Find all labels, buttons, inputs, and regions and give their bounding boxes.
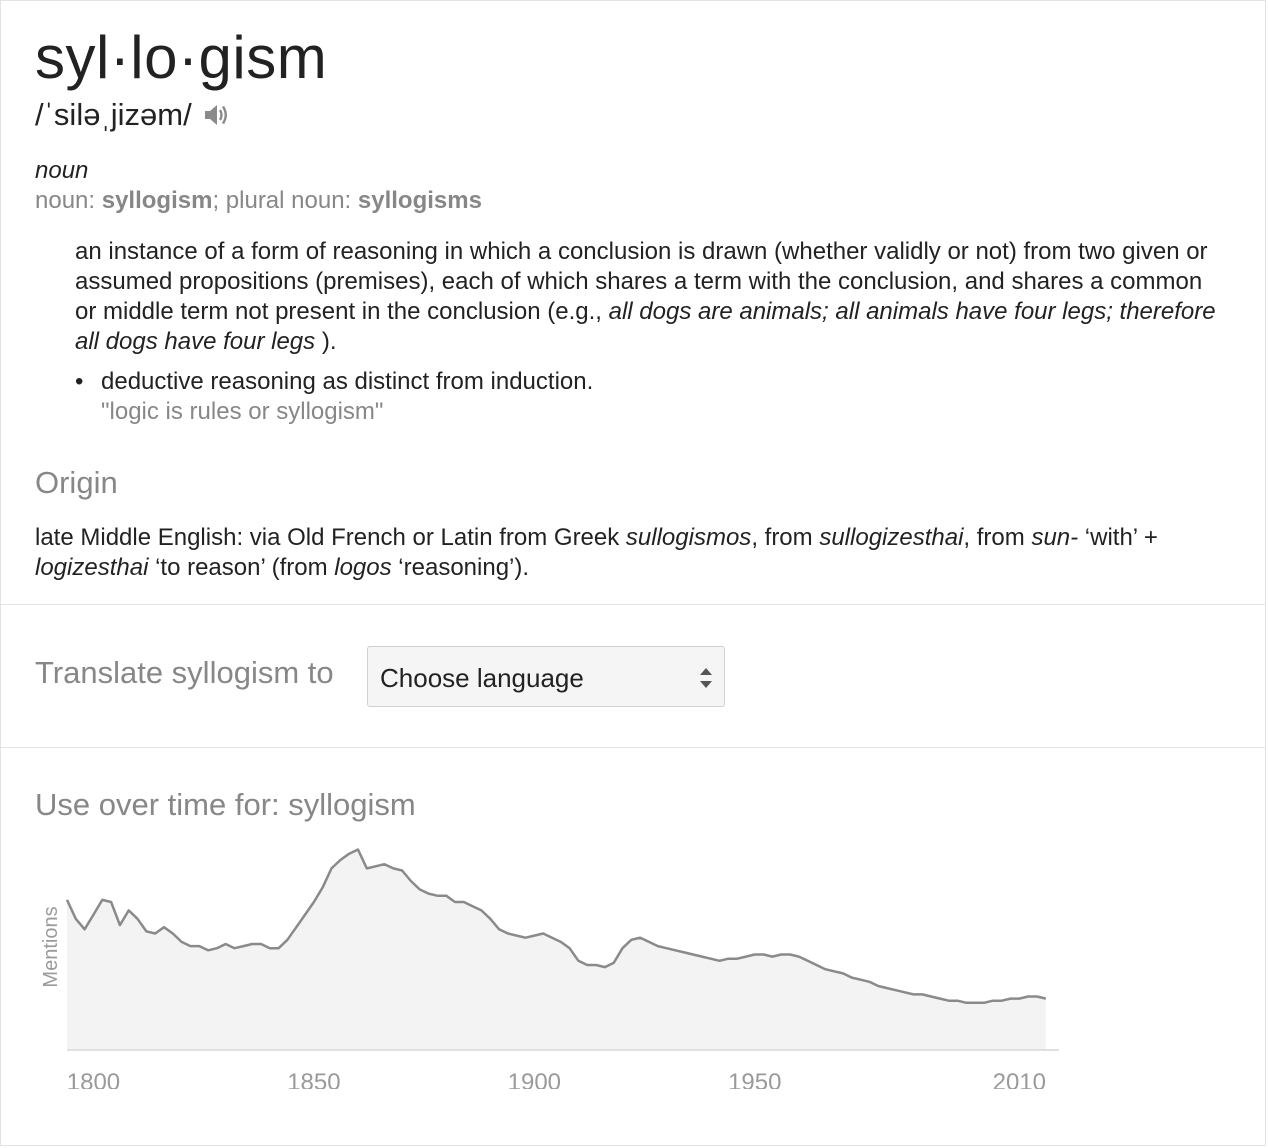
x-tick-label: 1900 [508,1069,561,1089]
x-tick-label: 2010 [993,1069,1046,1089]
usage-example: "logic is rules or syllogism" [101,398,384,425]
origin-part: , from [963,524,1032,551]
x-tick-label: 1850 [287,1069,340,1089]
translate-label: Translate syllogism to [35,655,334,690]
origin-part: ‘to reason’ (from [148,554,335,581]
usage-title: Use over time for: syllogism [35,787,416,822]
speaker-icon[interactable] [202,100,232,130]
plural-form: syllogisms [357,187,482,214]
y-axis-label: Mentions [40,906,62,987]
origin-heading: Origin [35,465,118,500]
phonetic-spelling: /ˈsiləˌjizəm/ [35,97,192,132]
definition-close: ). [315,328,337,355]
origin-word: logizesthai [35,554,149,581]
noun-form: syllogism [101,187,213,214]
origin-word: sullogizesthai [819,524,964,551]
origin-part: , from [751,524,820,551]
word-forms: noun: syllogism; plural noun: syllogisms [35,187,482,215]
pronunciation-row: /ˈsiləˌjizəm/ [35,97,232,133]
usage-chart: 1800 1850 1900 1950 2010 Mentions [40,848,1059,1089]
origin-part: ‘reasoning’). [391,554,530,581]
plural-label: ; plural noun: [212,187,358,214]
x-tick-label: 1800 [67,1069,120,1089]
section-divider [1,604,1265,605]
origin-word: logos [334,554,392,581]
definition-text: an instance of a form of reasoning in wh… [75,237,1225,357]
origin-text: late Middle English: via Old French or L… [35,523,1245,583]
language-select-value: Choose language [380,663,584,693]
usage-line [65,848,1047,1005]
noun-label: noun: [35,187,102,214]
origin-word: sullogismos [625,524,752,551]
subsense-text: deductive reasoning as distinct from ind… [101,368,594,395]
origin-part: ‘with’ + [1078,524,1158,551]
part-of-speech: noun [35,157,89,184]
language-select[interactable]: Choose language [367,646,725,707]
definition-section: syl·lo·gism /ˈsiləˌjizəm/ noun noun: syl… [1,1,1265,604]
origin-part: late Middle English: via Old French or L… [35,524,626,551]
updown-arrows-icon [698,665,714,691]
definition-example: all dogs are animals; all animals have f… [75,298,1216,355]
bullet-icon: • [75,368,84,395]
headword: syl·lo·gism [35,24,328,91]
usage-area [67,849,1046,1049]
definition-body: an instance of a form of reasoning in wh… [75,238,1208,325]
x-tick-label: 1950 [728,1069,781,1089]
section-divider [1,747,1265,748]
origin-word: sun- [1031,524,1079,551]
